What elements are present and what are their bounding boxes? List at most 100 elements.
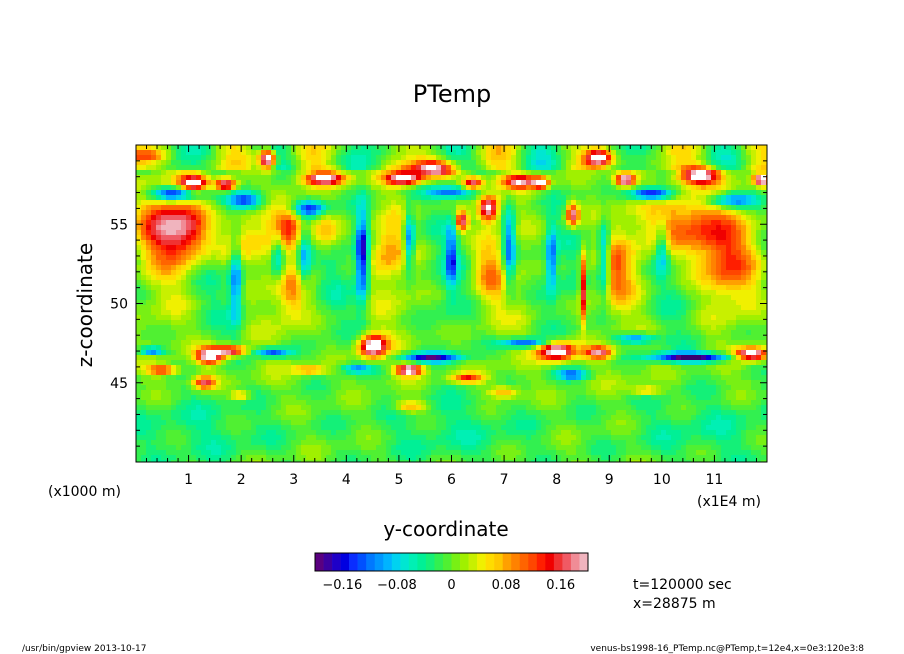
field-cell [696,220,702,226]
field-cell [616,315,622,321]
field-cell [561,335,567,341]
field-cell [531,170,537,176]
field-cell [316,185,322,191]
field-cell [571,160,577,166]
field-cell [181,300,187,306]
field-cell [411,170,417,176]
field-cell [401,280,407,286]
field-cell [726,250,732,256]
field-cell [501,170,507,176]
field-cell [571,210,577,216]
field-cell [291,310,297,316]
field-cell [261,260,267,266]
field-cell [756,255,762,261]
field-cell [196,215,202,221]
field-cell [231,290,237,296]
field-cell [691,180,697,186]
field-cell [741,325,747,331]
field-cell [491,310,497,316]
field-cell [451,185,457,191]
field-cell [306,335,312,341]
field-cell [206,295,212,301]
field-cell [161,305,167,311]
field-cell [291,335,297,341]
field-cell [501,225,507,231]
field-cell [336,235,342,241]
field-cell [636,255,642,261]
field-cell [501,190,507,196]
field-cell [746,155,752,161]
field-cell [366,195,372,201]
field-cell [586,150,592,156]
field-cell [231,245,237,251]
field-cell [751,305,757,311]
field-cell [406,150,412,156]
field-cell [691,265,697,271]
field-cell [631,220,637,226]
field-cell [161,230,167,236]
field-cell [536,280,542,286]
field-cell [156,225,162,231]
field-cell [341,150,347,156]
field-cell [276,200,282,206]
field-cell [591,325,597,331]
field-cell [296,325,302,331]
field-cell [266,340,272,346]
field-cell [371,225,377,231]
field-cell [371,305,377,311]
field-cell [346,310,352,316]
field-cell [756,215,762,221]
field-cell [441,265,447,271]
field-cell [556,155,562,161]
field-cell [136,185,142,191]
field-cell [381,200,387,206]
field-cell [141,325,147,331]
field-cell [751,230,757,236]
field-cell [516,305,522,311]
field-cell [256,315,262,321]
field-cell [431,180,437,186]
field-cell [251,320,257,326]
field-cell [281,335,287,341]
field-cell [536,205,542,211]
field-cell [656,170,662,176]
field-cell [616,335,622,341]
field-cell [171,145,177,151]
field-cell [226,180,232,186]
field-cell [361,325,367,331]
field-cell [301,190,307,196]
field-cell [471,170,477,176]
field-cell [136,215,142,221]
field-cell [516,280,522,286]
field-cell [541,325,547,331]
field-cell [391,265,397,271]
field-cell [751,285,757,291]
field-cell [591,240,597,246]
field-cell [226,310,232,316]
field-cell [716,190,722,196]
field-cell [231,220,237,226]
field-cell [491,285,497,291]
field-cell [286,220,292,226]
field-cell [166,265,172,271]
field-cell [411,280,417,286]
field-cell [261,190,267,196]
field-cell [286,210,292,216]
field-cell [456,190,462,196]
field-cell [326,325,332,331]
field-cell [206,285,212,291]
field-cell [161,195,167,201]
field-cell [751,245,757,251]
field-cell [256,210,262,216]
field-cell [456,170,462,176]
field-cell [556,290,562,296]
field-cell [166,260,172,266]
field-cell [216,165,222,171]
field-cell [366,145,372,151]
field-cell [576,170,582,176]
field-cell [391,165,397,171]
field-cell [611,220,617,226]
field-cell [156,335,162,341]
field-cell [711,175,717,181]
field-cell [386,325,392,331]
